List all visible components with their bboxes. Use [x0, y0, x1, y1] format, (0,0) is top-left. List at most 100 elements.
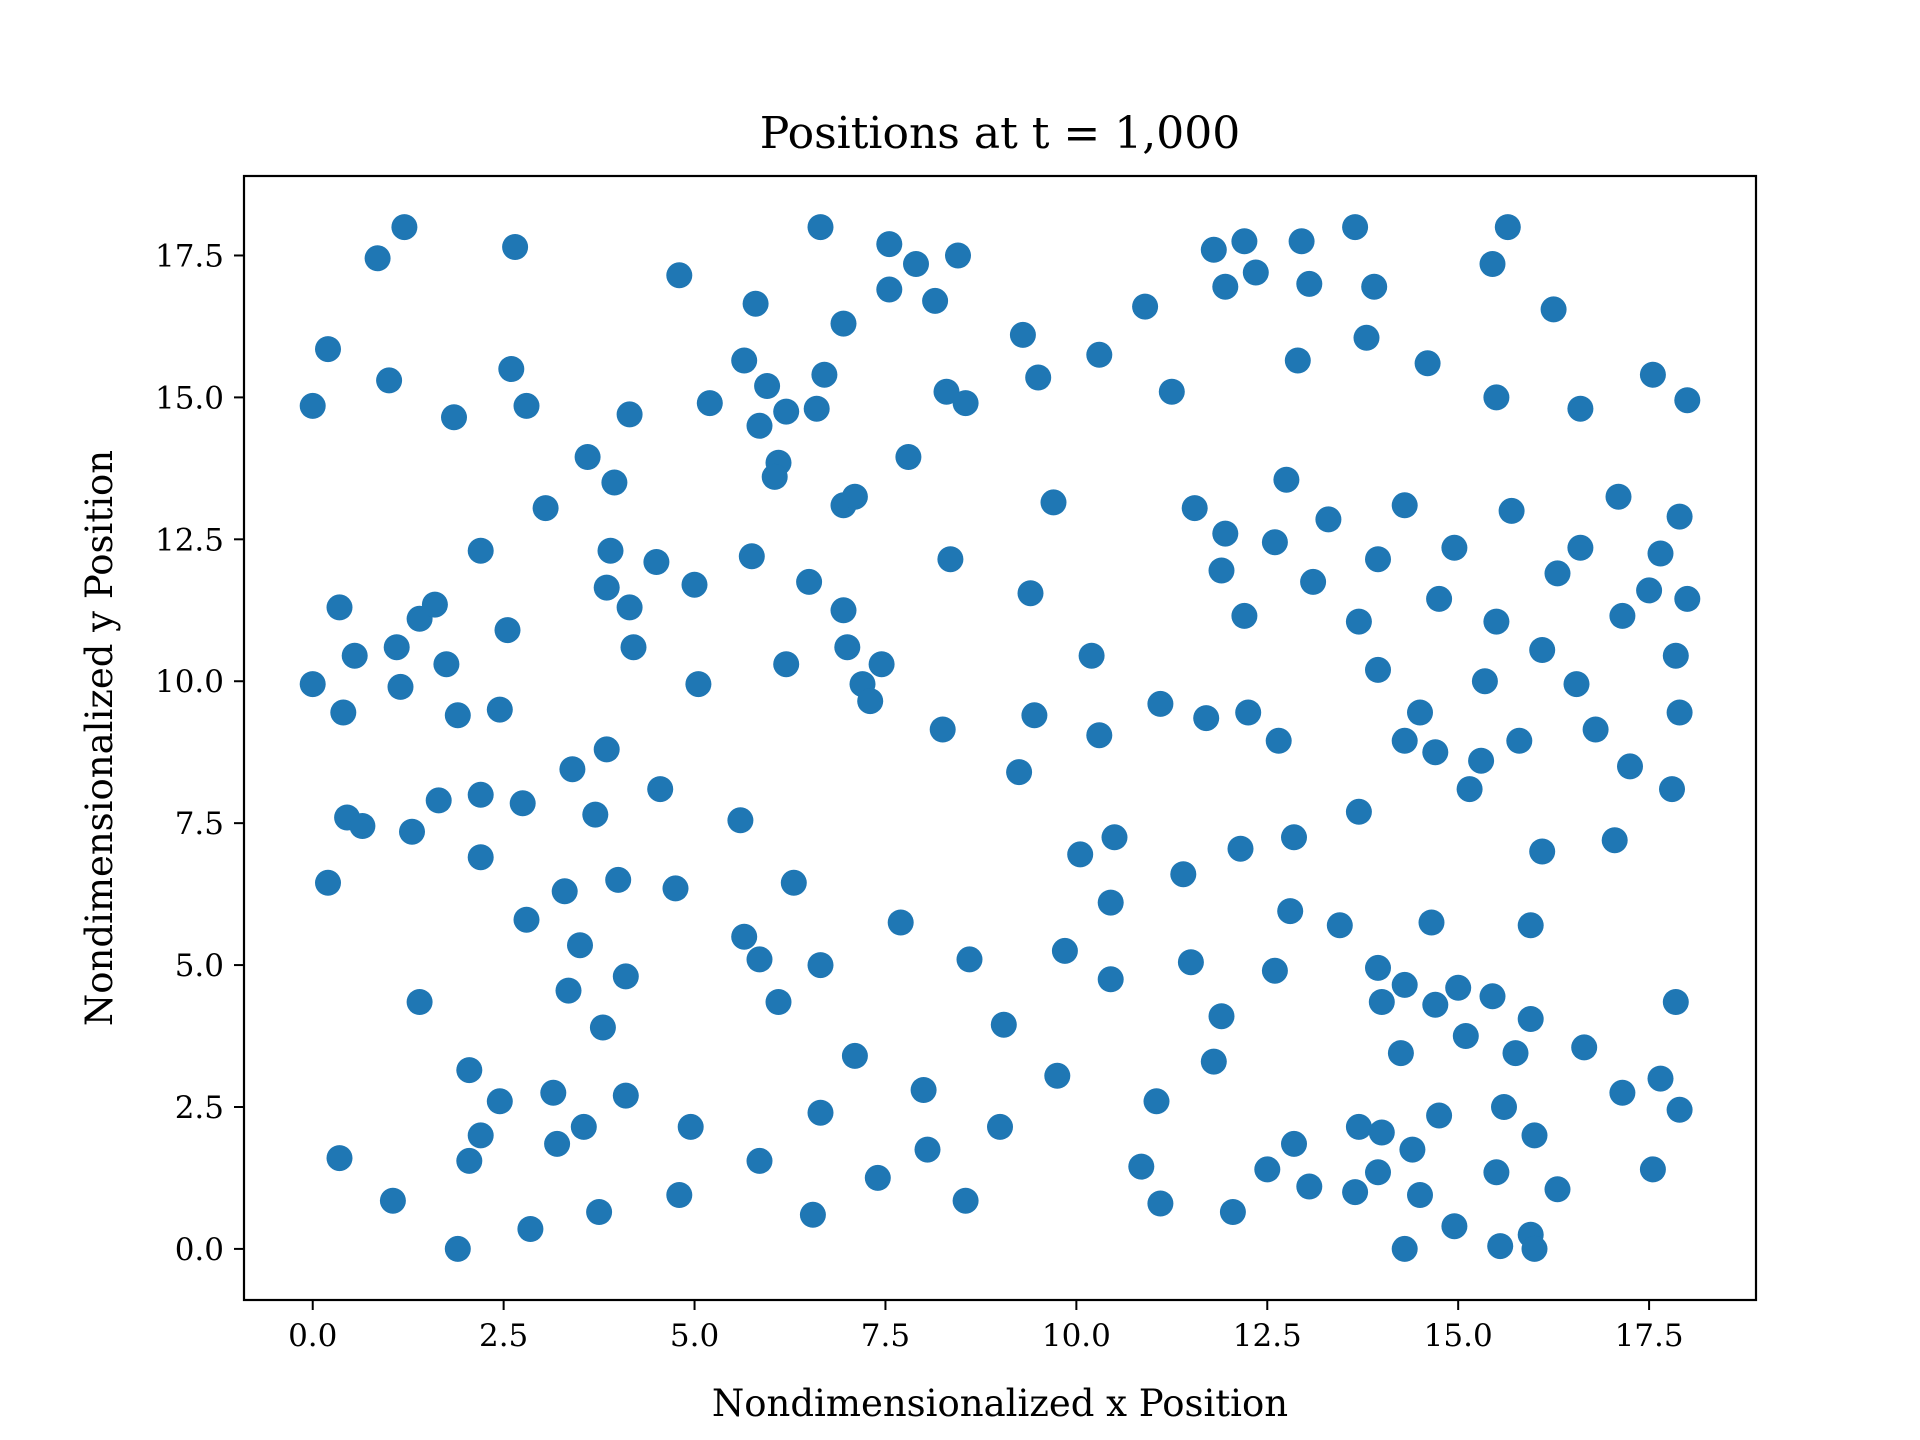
data-point — [834, 634, 861, 661]
data-point — [444, 702, 471, 729]
data-point — [486, 1088, 513, 1115]
data-point — [574, 444, 601, 470]
data-point — [1674, 387, 1701, 414]
data-point — [456, 1147, 483, 1174]
data-point — [876, 231, 903, 258]
data-point — [1235, 699, 1262, 726]
x-axis-label: Nondimensionalized x Position — [712, 1382, 1288, 1425]
y-tick-label: 5.0 — [175, 948, 224, 984]
data-point — [299, 392, 326, 419]
data-point — [1040, 489, 1067, 516]
data-point — [1315, 506, 1342, 533]
data-point — [1025, 364, 1052, 391]
data-point — [662, 875, 689, 902]
data-point — [559, 756, 586, 783]
data-point — [746, 1147, 773, 1174]
data-point — [376, 367, 403, 394]
x-tick-label: 12.5 — [1233, 1318, 1302, 1354]
data-point — [341, 642, 368, 669]
data-point — [1659, 776, 1685, 803]
data-point — [666, 1182, 693, 1208]
data-point — [1426, 585, 1453, 612]
data-point — [1345, 608, 1372, 635]
data-point — [727, 807, 754, 834]
data-point — [647, 776, 674, 803]
data-point — [1494, 214, 1521, 241]
data-point — [738, 543, 765, 570]
data-point — [1365, 954, 1391, 981]
data-point — [597, 537, 624, 564]
data-point — [1517, 1006, 1544, 1032]
y-tick-label: 2.5 — [175, 1090, 224, 1126]
data-point — [1265, 727, 1292, 754]
data-point — [1468, 747, 1495, 774]
data-point — [1193, 705, 1220, 732]
data-point — [399, 818, 425, 845]
data-point — [1181, 495, 1208, 522]
data-point — [1086, 722, 1113, 749]
data-point — [1471, 668, 1498, 695]
data-point — [1242, 259, 1269, 286]
x-tick-label: 10.0 — [1042, 1318, 1111, 1354]
data-point — [952, 1187, 979, 1214]
x-tick-label: 15.0 — [1424, 1318, 1493, 1354]
data-point — [895, 444, 922, 470]
data-point — [1273, 466, 1300, 493]
data-point — [1281, 1130, 1307, 1157]
data-point — [1426, 1102, 1453, 1129]
data-point — [1487, 1233, 1514, 1260]
data-point — [1407, 699, 1433, 726]
data-point — [1200, 236, 1227, 263]
data-point — [586, 1199, 613, 1225]
data-point — [1342, 214, 1369, 241]
data-point — [544, 1130, 571, 1157]
y-tick-label: 15.0 — [155, 380, 224, 416]
data-point — [326, 594, 353, 621]
data-point — [830, 597, 857, 624]
x-tick-label: 2.5 — [479, 1318, 528, 1354]
data-point — [299, 671, 326, 698]
data-point — [807, 952, 834, 979]
data-point — [593, 574, 620, 601]
data-point — [922, 287, 949, 314]
data-point — [1021, 702, 1048, 729]
data-point — [1288, 228, 1315, 255]
data-point — [1261, 529, 1288, 556]
data-point — [467, 844, 494, 871]
data-point — [1563, 671, 1590, 698]
data-point — [796, 568, 823, 595]
data-point — [1582, 716, 1609, 743]
data-point — [1345, 1113, 1372, 1140]
data-point — [807, 1099, 834, 1126]
data-point — [1529, 637, 1556, 663]
data-point — [1051, 937, 1078, 964]
data-point — [1441, 534, 1468, 561]
data-point — [990, 1011, 1017, 1038]
data-point — [887, 909, 914, 936]
data-point — [1479, 983, 1506, 1010]
data-point — [1636, 577, 1663, 604]
data-point — [1491, 1094, 1517, 1120]
data-point — [841, 1042, 868, 1069]
chart-title: Positions at t = 1,000 — [760, 108, 1241, 159]
data-point — [616, 594, 643, 621]
data-point — [903, 251, 929, 277]
data-point — [910, 1077, 937, 1103]
data-point — [1147, 690, 1174, 717]
data-point — [582, 801, 609, 828]
data-point — [1647, 540, 1674, 567]
data-point — [1296, 270, 1323, 297]
data-point — [486, 696, 513, 723]
data-point — [1567, 395, 1594, 422]
data-point — [1231, 602, 1258, 629]
data-point — [1086, 341, 1113, 368]
data-point — [1506, 727, 1533, 754]
data-point — [952, 390, 979, 417]
data-point — [1212, 273, 1239, 300]
data-point — [1521, 1122, 1548, 1149]
data-point — [1200, 1048, 1227, 1075]
data-point — [685, 671, 712, 698]
data-point — [1422, 739, 1449, 766]
data-point — [956, 946, 983, 973]
data-point — [803, 395, 830, 422]
